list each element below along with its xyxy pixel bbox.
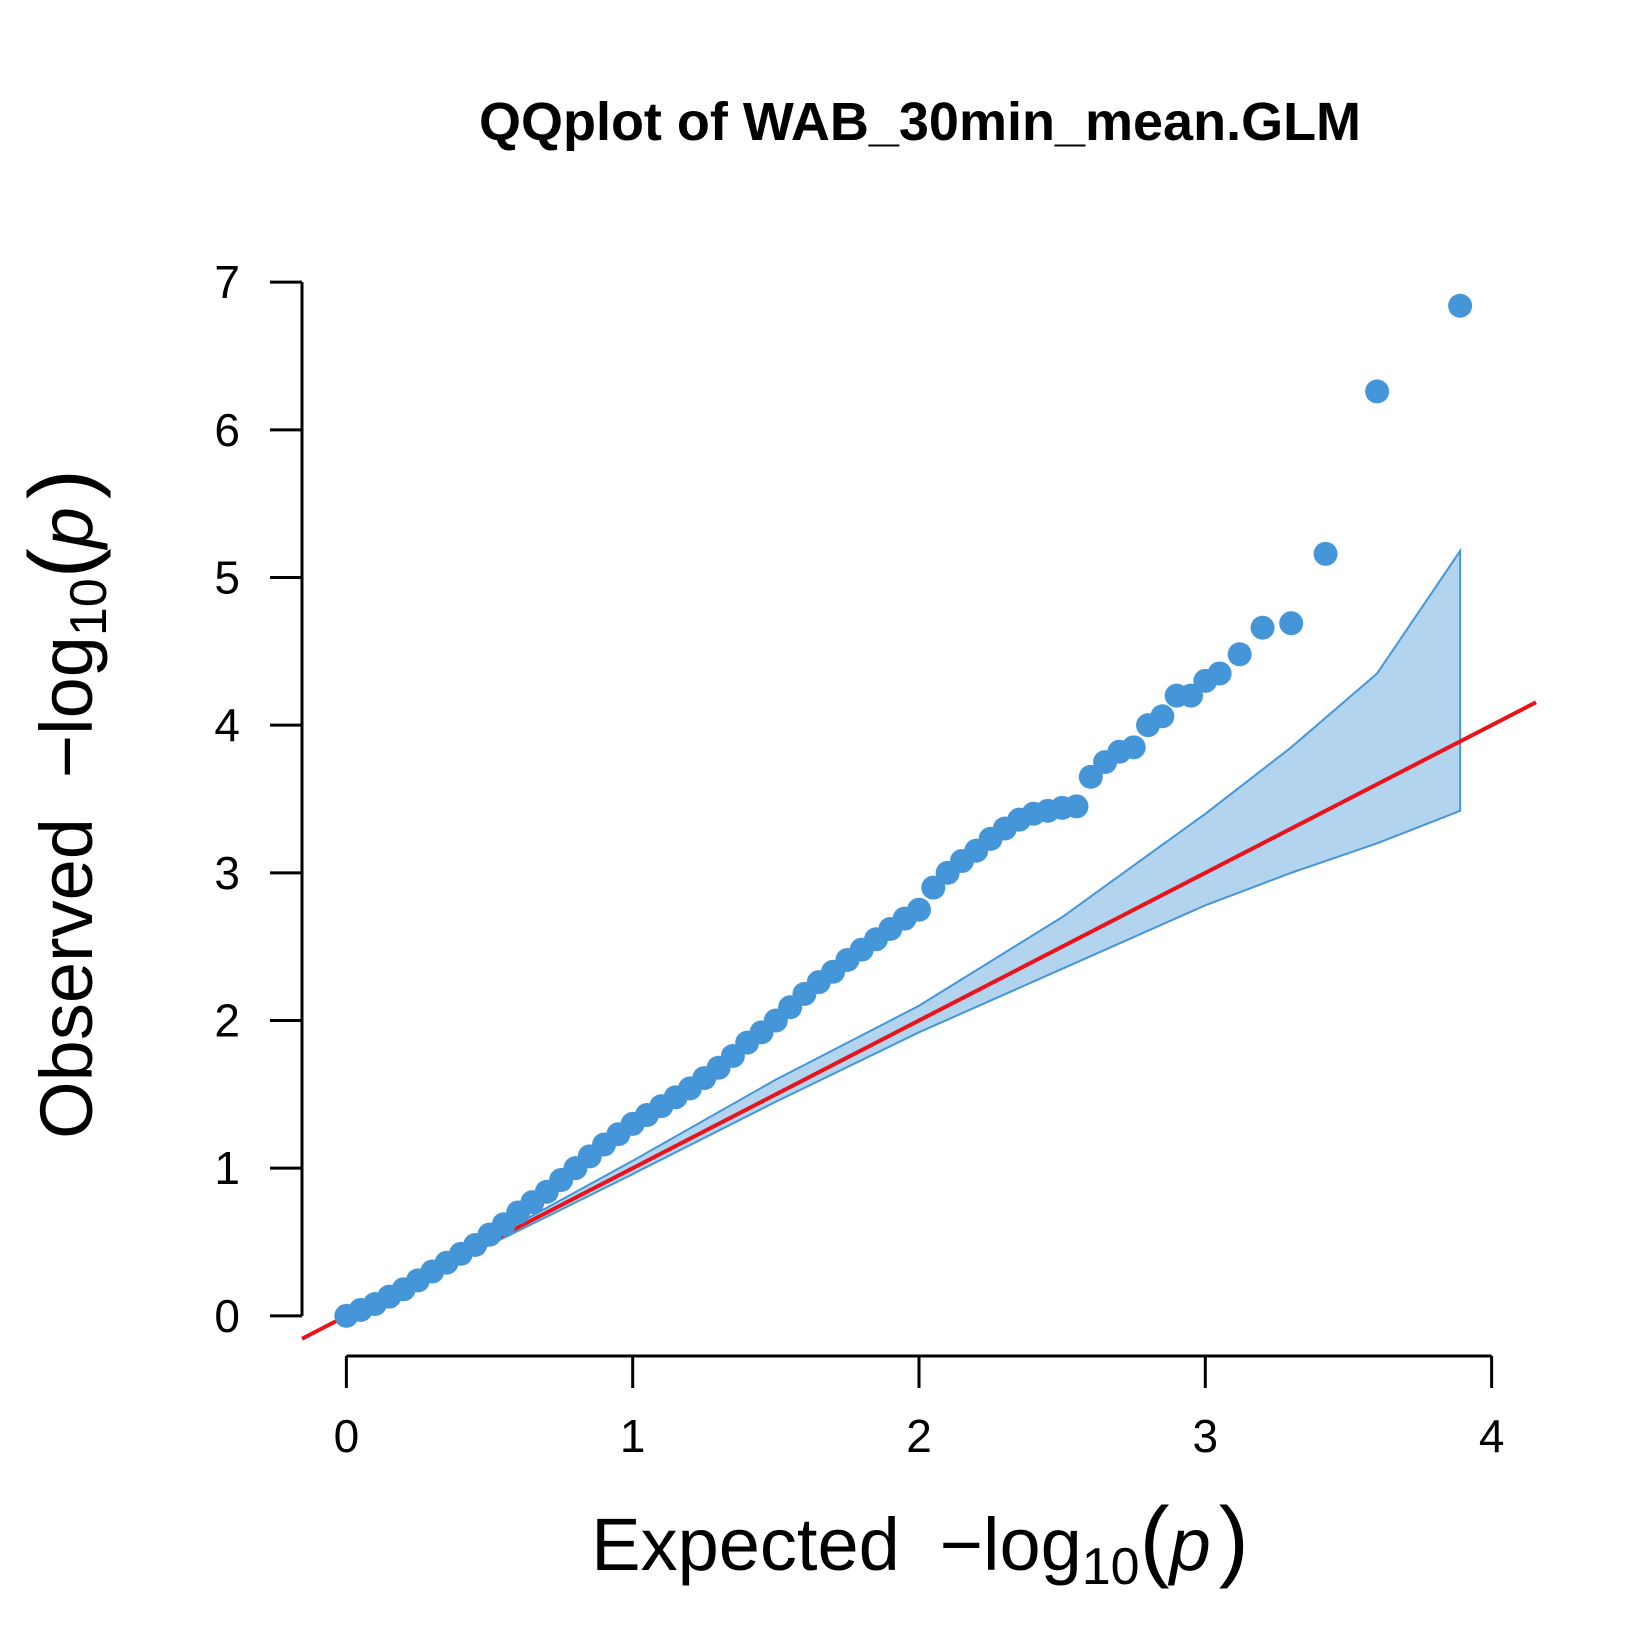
point [1279, 611, 1304, 636]
chart-title: QQplot of WAB_30min_mean.GLM [479, 92, 1361, 152]
y-label-p: p [25, 507, 108, 550]
point [1150, 704, 1175, 729]
point [1313, 541, 1338, 566]
x-tick-label: 0 [334, 1410, 360, 1462]
point [1178, 683, 1203, 708]
y-label-sub: 10 [60, 578, 118, 636]
y-label-open: ( [12, 548, 112, 578]
point [1207, 661, 1232, 686]
x-tick-label: 3 [1193, 1410, 1219, 1462]
x-label-sub: 10 [1082, 1538, 1140, 1596]
point [1064, 794, 1089, 819]
y-tick-label: 7 [214, 256, 240, 308]
point [1365, 379, 1390, 404]
x-tick-label: 1 [620, 1410, 646, 1462]
point [1078, 764, 1103, 789]
x-label-word: Expected [591, 1503, 900, 1586]
y-tick-label: 2 [214, 995, 240, 1047]
x-tick-label: 2 [906, 1410, 932, 1462]
confidence-band [345, 547, 1462, 1317]
x-label-close: ) [1219, 1490, 1249, 1590]
x-axis-label: Expected −log10(p) [591, 1490, 1248, 1596]
y-tick-label: 3 [214, 847, 240, 899]
point [907, 897, 931, 922]
point [1448, 293, 1473, 318]
y-tick-label: 1 [214, 1142, 240, 1194]
point [1227, 642, 1252, 667]
x-label-open: ( [1140, 1490, 1170, 1590]
y-label-word: Observed [25, 818, 108, 1139]
point [921, 875, 946, 900]
y-tick-label: 0 [214, 1290, 240, 1342]
y-tick-label: 6 [214, 404, 240, 456]
y-label-minus-log: −log [25, 636, 108, 778]
y-label-close: ) [12, 469, 112, 499]
y-axis-label: Observed −log10(p) [12, 469, 118, 1139]
x-tick-label: 4 [1479, 1410, 1505, 1462]
point [1250, 615, 1275, 640]
point [1121, 735, 1146, 760]
y-tick-label: 4 [214, 699, 240, 751]
x-label-minus-log: −log [940, 1503, 1082, 1586]
x-label-p: p [1168, 1503, 1211, 1586]
y-tick-label: 5 [214, 551, 240, 603]
